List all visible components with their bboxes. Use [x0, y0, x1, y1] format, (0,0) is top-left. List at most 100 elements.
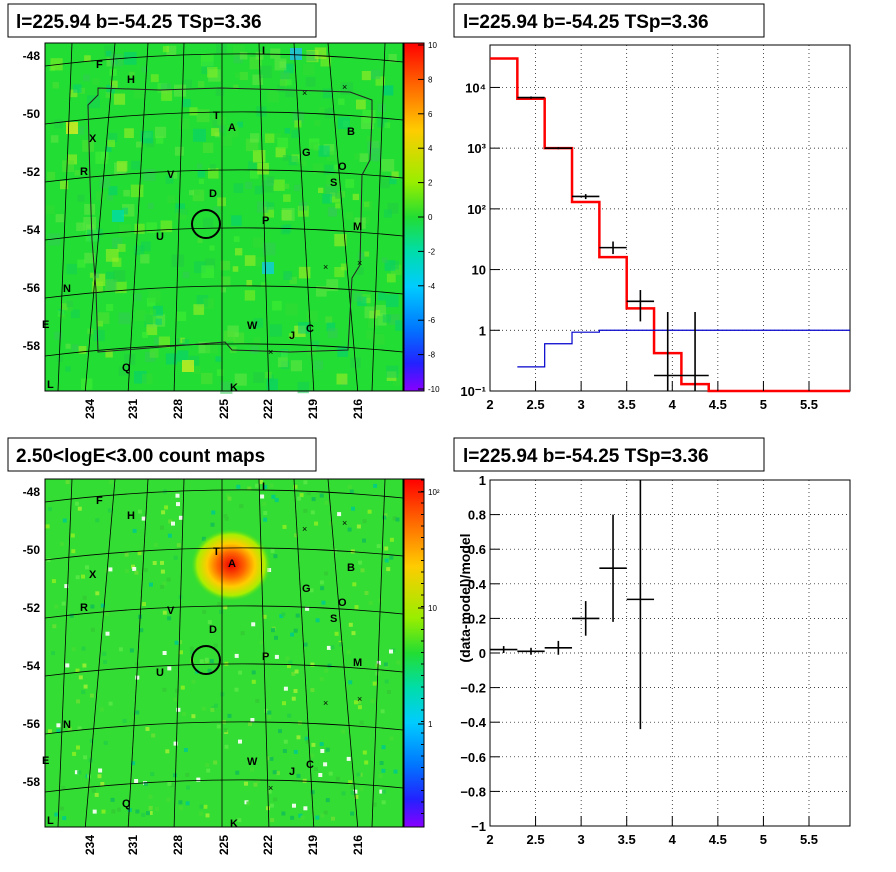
sky-pixel [395, 517, 400, 522]
sky-pixel [318, 773, 323, 777]
sky-pixel [189, 355, 200, 366]
sky-pixel [191, 714, 196, 719]
sky-pixel [146, 222, 157, 234]
sky-pixel [78, 346, 87, 354]
source-label: P [262, 651, 269, 663]
sky-pixel [312, 163, 323, 174]
map-2-axis-labels: -48 -50 -52 -54 -56 -58 234 231 228 225 222 219 216 [23, 485, 365, 855]
sky-pixel [306, 310, 318, 322]
sky-pixel [263, 484, 268, 489]
sky-pixel [327, 151, 337, 162]
sky-pixel [121, 207, 129, 215]
sky-pixel [199, 659, 204, 664]
sky-pixel [160, 220, 173, 233]
colorbar-tick-label: -8 [428, 351, 436, 360]
sky-pixel [148, 794, 153, 799]
sky-pixel [267, 714, 272, 719]
latitude-line [44, 285, 404, 299]
sky-pixel [244, 255, 256, 266]
sky-pixel [141, 516, 146, 521]
longitude-line [173, 478, 185, 828]
sky-pixel [149, 308, 156, 315]
source-cross: × [357, 694, 362, 704]
sky-pixel [165, 749, 170, 754]
sky-pixel [51, 579, 56, 584]
sky-pixel [198, 341, 211, 354]
sky-pixel [314, 47, 327, 59]
sky-pixel [310, 790, 315, 795]
lon-tick-label: 231 [126, 835, 140, 855]
sky-pixel [100, 782, 105, 786]
sky-pixel [362, 200, 373, 211]
sky-pixel [112, 257, 122, 267]
sky-pixel [118, 224, 132, 237]
sky-pixel [337, 116, 350, 130]
sky-pixel [182, 271, 190, 279]
sky-pixel [255, 483, 260, 488]
sky-pixel [209, 164, 216, 170]
sky-pixel [283, 271, 293, 280]
sky-pixel [324, 500, 329, 505]
sky-pixel [125, 569, 129, 574]
longitude-line [258, 42, 270, 392]
sky-pixel [238, 739, 242, 744]
residual-ticks: 2 2.5 3 3.5 4 4.5 5 5.5 1 0.8 0.6 0.4 0.2 0 −0.2 −0.4 −0… [460, 473, 818, 847]
x-tick-label: 2.5 [527, 832, 545, 847]
sky-blob [262, 262, 274, 274]
sky-pixel [305, 606, 310, 611]
sky-pixel [190, 650, 195, 655]
sky-pixel [83, 755, 88, 760]
sky-pixel [73, 84, 82, 93]
sky-pixel [207, 668, 212, 673]
sky-pixel [108, 133, 118, 143]
sky-pixel [135, 809, 140, 814]
sky-pixel [106, 194, 113, 201]
sky-pixel [305, 77, 316, 87]
sky-pixel [168, 519, 173, 524]
sky-pixel [110, 80, 118, 88]
lat-tick-label: -58 [23, 339, 41, 353]
y-tick-label: 10⁴ [465, 80, 486, 95]
sky-pixel [370, 699, 375, 704]
source-label: F [96, 59, 103, 71]
sky-pixel [360, 568, 365, 573]
sky-pixel [90, 604, 95, 609]
sky-pixel [313, 360, 324, 370]
sky-pixel [314, 767, 318, 772]
latitude-line [44, 663, 404, 677]
sky-pixel [381, 745, 386, 750]
sky-pixel [354, 153, 361, 160]
sky-pixel [166, 45, 177, 56]
map-1-title-box: l=225.94 b=-54.25 TSp=3.36 [7, 3, 317, 38]
sky-pixel [75, 575, 80, 580]
spectrum-grid [489, 45, 850, 391]
longitude-line [327, 42, 359, 392]
sky-pixel [287, 664, 291, 669]
sky-pixel [232, 44, 245, 57]
sky-pixel [367, 318, 378, 329]
sky-pixel [155, 126, 167, 138]
source-label: J [289, 330, 295, 342]
sky-pixel [216, 724, 221, 729]
sky-pixel [271, 628, 275, 633]
sky-pixel [189, 107, 198, 116]
sky-pixel [75, 126, 85, 135]
sky-pixel [364, 306, 377, 319]
source-label: I [262, 45, 265, 57]
sky-pixel [356, 772, 361, 777]
sky-pixel [274, 58, 287, 71]
sky-pixel [176, 208, 187, 220]
sky-pixel [47, 171, 56, 180]
sky-pixel [327, 663, 332, 668]
sky-pixel [84, 252, 95, 264]
sky-pixel [239, 71, 248, 81]
sky-pixel [356, 524, 361, 529]
y-tick-label: 0.2 [468, 611, 486, 626]
lat-tick-label: -54 [23, 659, 41, 673]
sky-pixel [175, 493, 180, 498]
sky-pixel [134, 245, 145, 255]
sky-pixel [311, 742, 316, 747]
sky-pixel [234, 653, 239, 658]
sky-pixel [150, 772, 155, 777]
sky-pixel [83, 74, 90, 82]
